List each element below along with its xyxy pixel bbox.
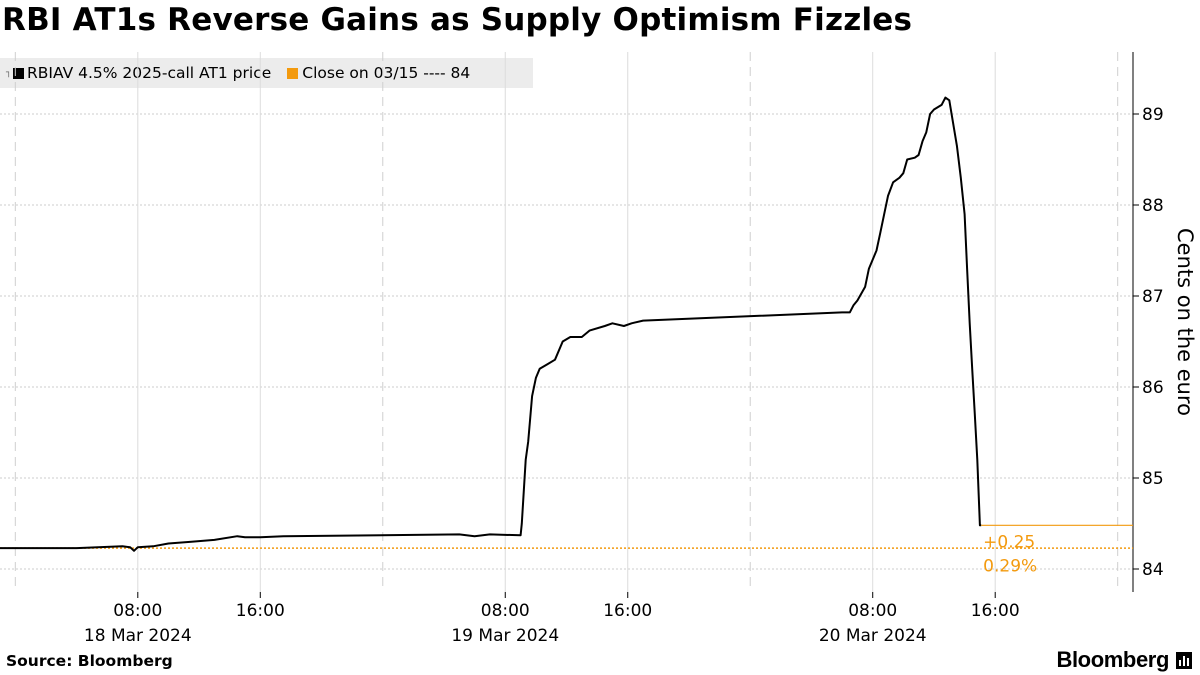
y-axis-title: Cents on the euro <box>1173 228 1197 416</box>
x-date-label: 20 Mar 2024 <box>819 626 927 646</box>
y-tick-label: 85 <box>1142 469 1164 489</box>
brand: Bloomberg <box>1056 647 1192 673</box>
legend-reference-label: Close on 03/15 ---- 84 <box>302 64 471 82</box>
y-tick-label: 88 <box>1142 196 1164 216</box>
x-tick-label: 16:00 <box>236 601 285 621</box>
y-tick-label: 84 <box>1142 560 1164 580</box>
legend-item-series: ┐ RBIAV 4.5% 2025-call AT1 price <box>6 64 271 82</box>
percent-change-annotation: 0.29% <box>983 556 1037 576</box>
x-tick-label: 08:00 <box>113 601 162 621</box>
legend-swatch-black <box>13 67 24 79</box>
x-date-label: 19 Mar 2024 <box>451 626 559 646</box>
source-note: Source: Bloomberg <box>6 652 173 670</box>
bloomberg-logo-text: Bloomberg <box>1056 647 1169 672</box>
chart-title: RBI AT1s Reverse Gains as Supply Optimis… <box>2 2 913 38</box>
x-tick-label: 08:00 <box>481 601 530 621</box>
series-line <box>0 96 982 552</box>
y-tick-label: 87 <box>1142 287 1164 307</box>
change-annotation: +0.25 <box>983 532 1035 552</box>
y-tick-label: 89 <box>1142 105 1164 125</box>
legend-swatch-orange <box>287 67 299 79</box>
y-tick-label: 86 <box>1142 378 1164 398</box>
x-tick-label: 16:00 <box>971 601 1020 621</box>
legend: ┐ RBIAV 4.5% 2025-call AT1 price Close o… <box>0 58 533 88</box>
x-tick-label: 16:00 <box>603 601 652 621</box>
bloomberg-logo-icon <box>1176 651 1192 669</box>
legend-item-reference: Close on 03/15 ---- 84 <box>287 64 470 82</box>
x-tick-label: 08:00 <box>848 601 897 621</box>
legend-marker-icon: ┐ <box>6 68 12 78</box>
x-date-label: 18 Mar 2024 <box>84 626 192 646</box>
legend-series-label: RBIAV 4.5% 2025-call AT1 price <box>27 64 272 82</box>
